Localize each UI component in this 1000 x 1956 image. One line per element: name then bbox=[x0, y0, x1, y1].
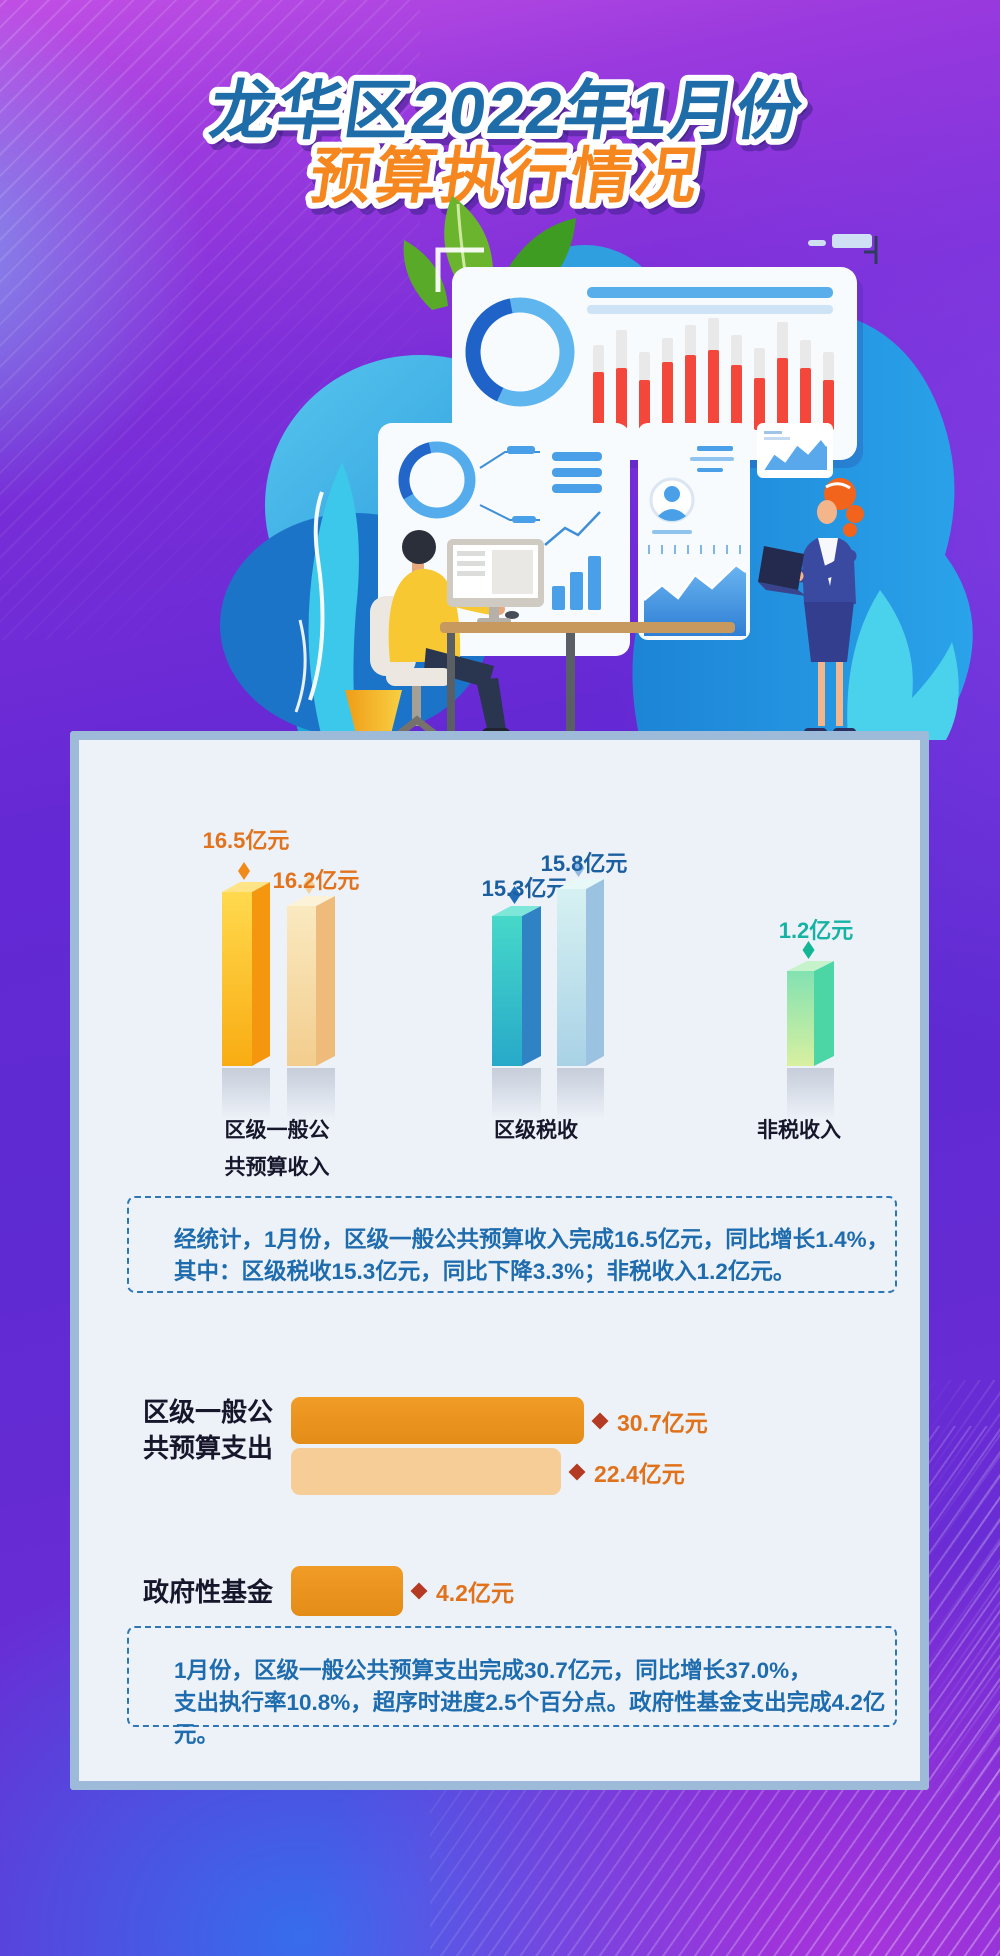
note-line: 1月份，区级一般公共预算支出完成30.7亿元，同比增长37.0%， bbox=[174, 1658, 812, 1683]
diamond-marker bbox=[591, 1412, 609, 1429]
avatar-icon bbox=[658, 486, 686, 521]
diamond-marker bbox=[508, 886, 521, 904]
title-line2-shadow: 预算执行情况 bbox=[311, 148, 710, 216]
diagonal-stripes-right bbox=[920, 1380, 1000, 1800]
bar-group-label: 区级一般公共预算收入 bbox=[225, 1118, 330, 1179]
diamond-marker bbox=[802, 941, 815, 959]
hbar-row-label: 政府性基金 bbox=[142, 1577, 273, 1607]
teal-plant-icon bbox=[294, 462, 359, 738]
plant-pot-icon bbox=[345, 690, 402, 738]
horizontal-bar bbox=[291, 1566, 403, 1616]
diamond-marker bbox=[303, 876, 315, 894]
dashboard-illustration bbox=[220, 196, 973, 742]
title-line2: 预算执行情况 bbox=[306, 142, 705, 210]
bar-value-label: 22.4亿元 bbox=[594, 1460, 685, 1487]
profile-panel-right bbox=[638, 423, 750, 640]
bar-chart-icon bbox=[552, 556, 601, 610]
bar-value-label: 16.2亿元 bbox=[273, 868, 360, 893]
bar-value-label: 15.8亿元 bbox=[541, 851, 628, 876]
diamond-marker bbox=[410, 1582, 428, 1600]
mini-chart-panel bbox=[757, 423, 833, 478]
line-chart-icon bbox=[544, 511, 601, 546]
header-bar-icon bbox=[587, 287, 833, 298]
hbar-row-label: 区级一般公 共预算支出 bbox=[142, 1397, 273, 1463]
red-bar-chart-icon bbox=[593, 318, 834, 430]
poster-title: 龙华区2022年1月份 龙华区2022年1月份 预算执行情况 预算执行情况 bbox=[200, 68, 820, 222]
bar-value-label: 1.2亿元 bbox=[779, 918, 854, 943]
area-chart-icon bbox=[763, 438, 827, 470]
bar-group-label: 非税收入 bbox=[757, 1118, 841, 1142]
bar-value-label: 16.5亿元 bbox=[203, 828, 290, 853]
horizontal-bar bbox=[291, 1397, 584, 1444]
tick-marks bbox=[648, 545, 741, 554]
horizontal-bar bbox=[291, 1448, 561, 1495]
header-bar-icon bbox=[587, 305, 833, 314]
title-line1: 龙华区2022年1月份 bbox=[206, 74, 809, 147]
donut-chart-icon bbox=[398, 441, 476, 519]
bar-3d: 15.3亿元 bbox=[482, 876, 569, 1120]
bar-group-label: 区级税收 bbox=[494, 1118, 578, 1142]
bar-value-label: 4.2亿元 bbox=[436, 1580, 514, 1606]
note-line: 经统计，1月份，区级一般公共预算收入完成16.5亿元，同比增长1.4%， bbox=[174, 1227, 890, 1252]
report-card: 16.5亿元 16.2亿元区级一般公共预算收入 15.3亿元 15.8亿元区级税收 1.… bbox=[70, 731, 929, 1790]
mouse-icon bbox=[505, 611, 519, 619]
diamond-marker bbox=[572, 859, 585, 877]
title-line1-shadow: 龙华区2022年1月份 bbox=[211, 80, 814, 153]
viewfinder-bracket-icon bbox=[808, 234, 878, 264]
expenditure-summary-note: 1月份，区级一般公共预算支出完成30.7亿元，同比增长37.0%， 支出执行率1… bbox=[127, 1626, 897, 1747]
note-line: 支出执行率10.8%，超序时进度2.5个百分点。政府性基金支出完成4.2亿元。 bbox=[174, 1690, 886, 1747]
diamond-marker bbox=[238, 862, 250, 880]
bar-value-label: 30.7亿元 bbox=[617, 1409, 708, 1436]
monitor-and-desk bbox=[440, 539, 735, 737]
bar-3d: 16.2亿元 bbox=[273, 868, 360, 1120]
area-chart-icon bbox=[644, 565, 746, 636]
bar-3d: 15.8亿元 bbox=[541, 851, 628, 1120]
bar-value: 30.7亿元 bbox=[591, 1409, 708, 1436]
diamond-marker bbox=[568, 1463, 586, 1480]
income-summary-note: 经统计，1月份，区级一般公共预算收入完成16.5亿元，同比增长1.4%， 其中：… bbox=[127, 1196, 897, 1293]
bar-value: 22.4亿元 bbox=[568, 1460, 685, 1487]
viewfinder-bracket-icon bbox=[435, 247, 484, 292]
dashboard-panel-top bbox=[452, 267, 863, 468]
note-line: 其中：区级税收15.3亿元，同比下降3.3%；非税收入1.2亿元。 bbox=[174, 1259, 796, 1284]
man-at-desk-figure bbox=[370, 530, 519, 742]
bar-3d: 1.2亿元 bbox=[779, 918, 854, 1120]
desk bbox=[440, 622, 735, 633]
bar-value: 4.2亿元 bbox=[410, 1579, 514, 1606]
laptop-icon bbox=[758, 546, 804, 590]
bar-value-label: 15.3亿元 bbox=[482, 876, 569, 901]
donut-chart-icon bbox=[465, 297, 575, 407]
bar-3d: 16.5亿元 bbox=[203, 828, 290, 1120]
